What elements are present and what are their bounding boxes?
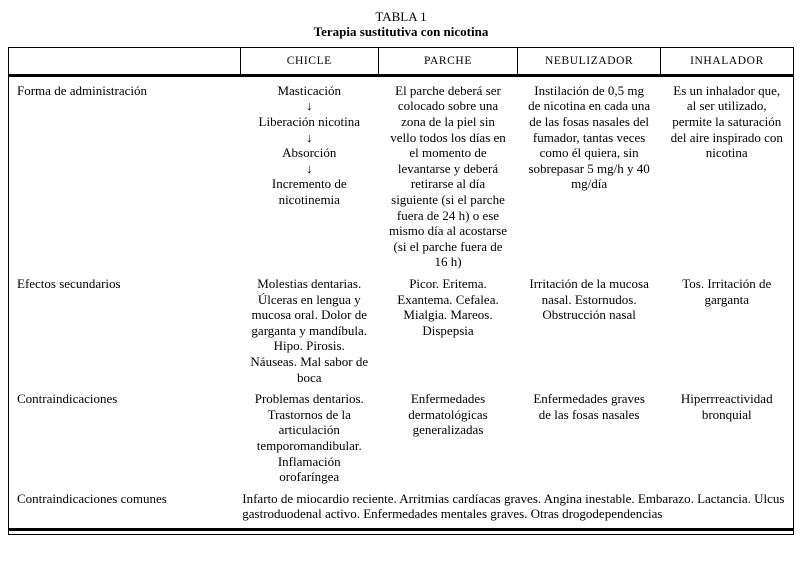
cell-forma-nebulizador: Instilación de 0,5 mg de nicotina en cad… (528, 82, 651, 192)
cell-contra-inhalador: Hiperrreactividad bronquial (680, 391, 773, 422)
cell-forma-chicle: Masticación ↓ Liberación nicotina ↓ Abso… (258, 82, 360, 208)
column-header-empty (9, 47, 241, 77)
table-row-contraindicaciones-comunes: Contraindicaciones comunes Infarto de mi… (9, 485, 793, 530)
table-header-row: CHICLE PARCHE NEBULIZADOR INHALADOR (9, 47, 793, 77)
column-header-chicle: CHICLE (239, 47, 379, 77)
row-label-forma-administracion: Forma de administración (17, 82, 147, 98)
cell-contra-parche: Enfermedades dermatológicas generalizada… (408, 391, 488, 438)
table-container: CHICLE PARCHE NEBULIZADOR INHALADOR Form… (8, 46, 794, 535)
table-row-contraindicaciones: Contraindicaciones Problemas dentarios. … (9, 385, 793, 485)
cell-efectos-nebulizador: Irritación de la mucosa nasal. Estornudo… (529, 276, 649, 323)
row-label-efectos-secundarios: Efectos secundarios (17, 276, 121, 291)
row-label-contraindicaciones: Contraindicaciones (17, 391, 118, 407)
cell-efectos-inhalador: Tos. Irritación de garganta (682, 276, 772, 307)
cell-contra-nebulizador: Enfermedades graves de las fosas nasales (533, 391, 645, 422)
cell-efectos-chicle: Molestias dentarias. Úlceras en lengua y… (250, 276, 369, 385)
table-number-title: TABLA 1 (375, 9, 427, 24)
column-header-nebulizador: NEBULIZADOR (517, 47, 661, 77)
table-row-forma-administracion: Forma de administración Masticación ↓ Li… (9, 75, 793, 270)
column-header-inhalador: INHALADOR (659, 47, 793, 77)
nicotine-therapy-table: CHICLE PARCHE NEBULIZADOR INHALADOR Form… (9, 47, 793, 531)
table-row-efectos-secundarios: Efectos secundarios Molestias dentarias.… (9, 270, 793, 385)
table-subtitle: Terapia sustitutiva con nicotina (313, 23, 489, 39)
row-label-contraindicaciones-comunes: Contraindicaciones comunes (17, 490, 167, 506)
cell-contra-chicle: Problemas dentarios. Trastornos de la ar… (254, 391, 364, 485)
cell-efectos-parche: Picor. Eritema. Exantema. Cefalea. Mialg… (397, 276, 499, 338)
cell-contraindicaciones-comunes: Infarto de miocardio reciente. Arritmias… (242, 490, 785, 522)
column-header-parche: PARCHE (377, 47, 518, 77)
cell-forma-parche: El parche deberá ser colocado sobre una … (388, 82, 508, 270)
cell-forma-inhalador: Es un inhalador que, al ser utilizado, p… (670, 82, 783, 161)
